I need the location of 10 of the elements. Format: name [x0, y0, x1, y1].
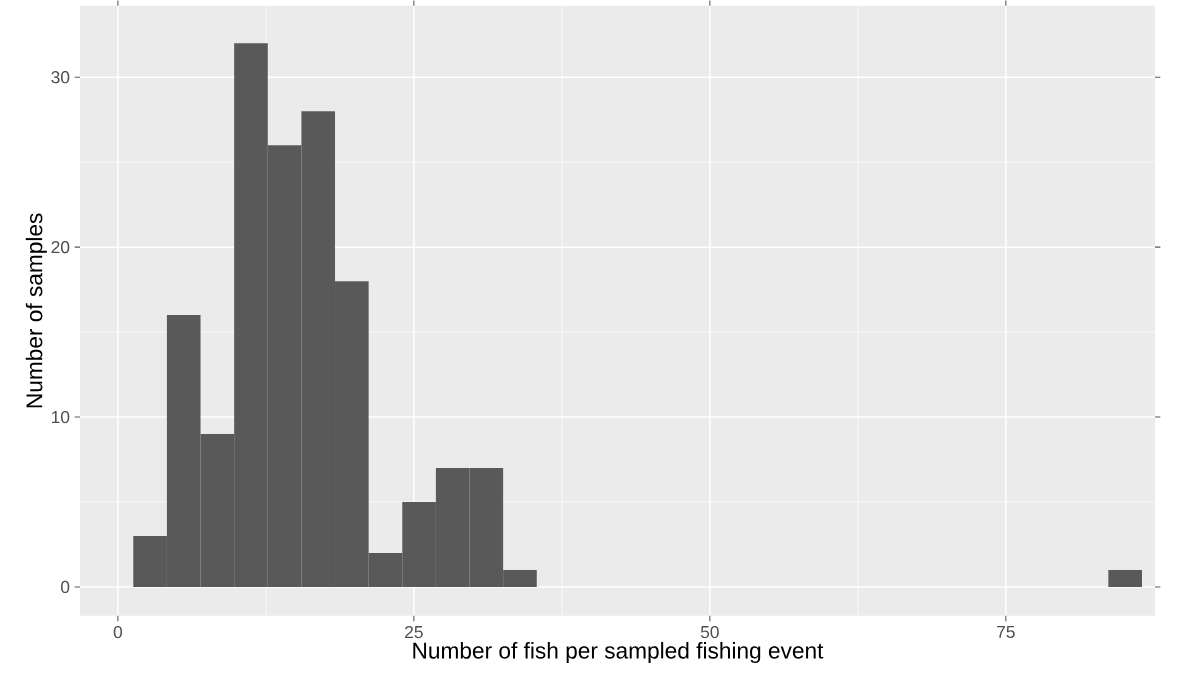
x-tick-label: 25	[405, 625, 423, 639]
y-tick-label: 10	[52, 410, 70, 424]
x-axis-title: Number of fish per sampled fishing event	[413, 642, 824, 664]
y-axis-title: Number of samples	[25, 213, 47, 408]
x-tick-label: 75	[997, 625, 1015, 639]
y-tick-label: 20	[51, 241, 70, 254]
x-tick-label: 50	[700, 625, 719, 639]
x-tick-label: 0	[113, 625, 123, 639]
y-tick-label: 30	[51, 71, 70, 84]
y-tick-label: 0	[60, 580, 70, 594]
